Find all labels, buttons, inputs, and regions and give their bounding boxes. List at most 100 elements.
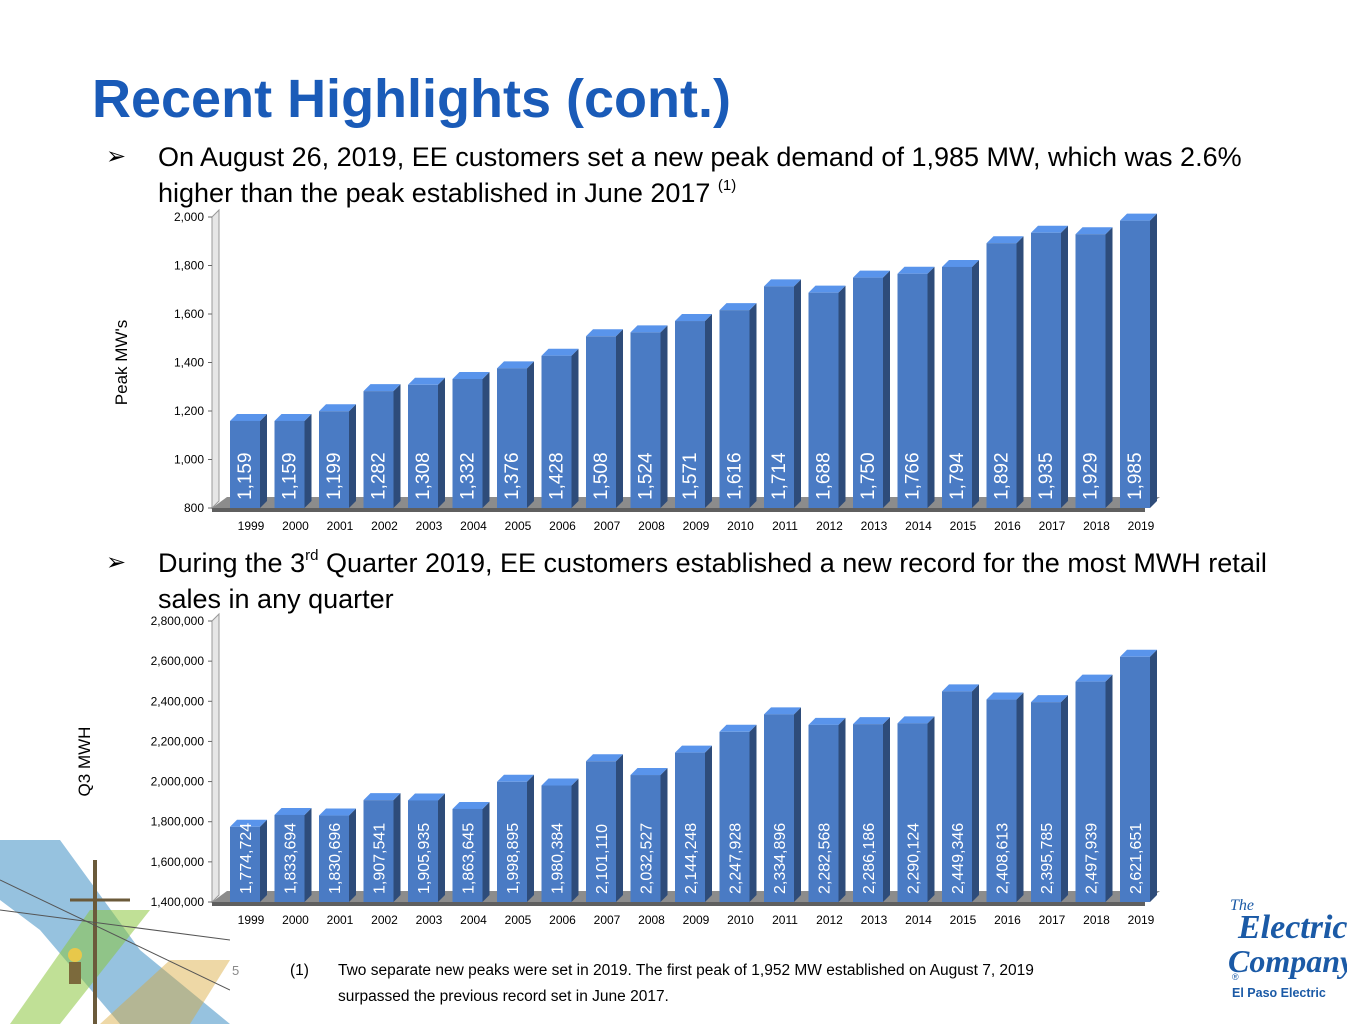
bar-top (1075, 227, 1113, 235)
bar-2013: 1,750 (853, 270, 890, 508)
bar-value-label: 1,750 (858, 452, 879, 500)
bar-top (319, 404, 356, 412)
y-tick-label: 1,000 (174, 453, 204, 467)
bar-2001: 1,830,696 (319, 808, 356, 902)
bar-2008: 1,524 (630, 325, 668, 508)
bar-top (897, 266, 935, 274)
x-tick-label: 2016 (994, 519, 1021, 533)
bar-top (719, 303, 757, 311)
bar-2007: 1,508 (586, 329, 623, 508)
bar-front (1075, 681, 1106, 902)
bar-2011: 1,714 (764, 279, 801, 508)
bar-top (764, 707, 801, 715)
bar-front (630, 775, 661, 902)
bar-side (1016, 236, 1024, 508)
bar-top (319, 808, 356, 816)
bar-side (927, 266, 935, 508)
x-tick-label: 2009 (683, 913, 710, 927)
y-tick-label: 1,400 (174, 356, 204, 370)
bar-front (942, 691, 972, 902)
x-tick-label: 2014 (905, 519, 932, 533)
bar-top (942, 259, 979, 267)
bar-value-label: 1,907,541 (372, 823, 389, 894)
bar-front (452, 808, 483, 902)
bar-front (363, 391, 394, 508)
bar-value-label: 1,833,694 (283, 823, 300, 894)
bar-2004: 1,863,645 (452, 801, 490, 902)
bar-front (808, 724, 839, 902)
bar-top (541, 348, 579, 356)
footnote-marker: (1) (290, 962, 309, 979)
bar-front (497, 368, 527, 508)
bar-top (630, 768, 668, 776)
bar-front (230, 420, 260, 508)
bar-side (260, 413, 267, 508)
bar-value-label: 1,571 (680, 452, 701, 500)
bar-top (497, 361, 534, 369)
bar-front (408, 800, 438, 902)
y-tick-label: 1,800,000 (151, 815, 205, 829)
bar-front (675, 321, 705, 508)
bar-side (438, 377, 445, 508)
x-tick-label: 1999 (238, 913, 265, 927)
bar-side (349, 808, 356, 902)
bar-2007: 2,101,110 (586, 754, 623, 902)
bar-front (586, 336, 616, 508)
bar-front (719, 310, 750, 508)
bar-side (838, 717, 846, 902)
bar-side (482, 371, 490, 508)
bar-value-label: 2,032,527 (639, 823, 656, 894)
bar-2002: 1,282 (363, 384, 401, 508)
x-tick-label: 2011 (772, 913, 798, 927)
bar-top (586, 754, 623, 762)
x-tick-label: 2015 (950, 519, 977, 533)
bar-value-label: 1,508 (591, 452, 612, 500)
plot-side-wall (211, 612, 220, 904)
bullet-arrow-icon: ➢ (106, 143, 127, 170)
bar-side (304, 413, 312, 508)
x-tick-label: 2012 (816, 913, 843, 927)
bar-value-label: 2,282,568 (817, 823, 834, 894)
x-tick-label: 2006 (549, 913, 576, 927)
bullet-peak-demand: ➢ On August 26, 2019, EE customers set a… (106, 139, 1268, 211)
bar-front (675, 752, 705, 902)
x-tick-label: 2012 (816, 519, 843, 533)
bar-side (571, 778, 579, 902)
logo-line-2: Electric (1237, 909, 1347, 946)
bar-front (1031, 702, 1061, 902)
bar-front (274, 814, 305, 902)
bar-2004: 1,332 (452, 371, 490, 508)
bar-2003: 1,308 (408, 377, 445, 508)
bar-side (616, 329, 623, 508)
bar-top (986, 692, 1024, 700)
x-tick-label: 1999 (238, 519, 265, 533)
bar-top (452, 371, 490, 379)
bar-side (393, 384, 401, 508)
bar-2015: 1,794 (942, 259, 979, 508)
bar-value-label: 2,395,785 (1039, 823, 1056, 894)
x-tick-label: 2019 (1128, 913, 1155, 927)
bar-front (1031, 232, 1061, 508)
x-tick-label: 2017 (1039, 913, 1066, 927)
bar-front (452, 378, 483, 508)
peak-demand-chart: 800 1,000 1,200 1,400 1,600 1,800 2,000 Peak MW… (112, 208, 1160, 533)
y-tick-label: 2,800,000 (151, 614, 205, 628)
bullet-text-tail: Quarter 2019, EE customers established a… (158, 548, 1267, 614)
bar-front (541, 355, 572, 508)
bar-2006: 1,980,384 (541, 778, 579, 902)
bar-value-label: 1,616 (725, 452, 746, 500)
bar-side (1105, 674, 1113, 902)
bar-2016: 2,408,613 (986, 692, 1024, 902)
bar-front (897, 723, 928, 902)
bar-value-label: 1,159 (235, 452, 256, 500)
bar-value-label: 1,282 (369, 452, 390, 500)
x-tick-label: 2007 (594, 913, 621, 927)
bar-2000: 1,833,694 (274, 807, 312, 902)
bar-side (482, 801, 490, 902)
bar-top (1031, 225, 1068, 233)
y-tick-label: 2,200,000 (151, 734, 205, 748)
bar-value-label: 1,688 (814, 452, 835, 500)
bar-front (541, 785, 572, 902)
bar-2019: 2,621,651 (1120, 649, 1157, 902)
bar-2018: 1,929 (1075, 227, 1113, 508)
